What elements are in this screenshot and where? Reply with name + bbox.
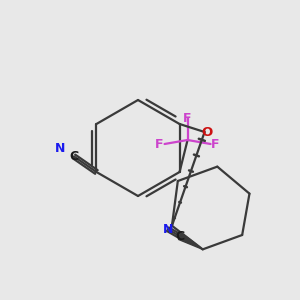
Text: O: O bbox=[201, 125, 212, 139]
Text: N: N bbox=[55, 142, 65, 155]
Text: F: F bbox=[183, 112, 192, 124]
Text: F: F bbox=[211, 137, 220, 151]
Text: N: N bbox=[163, 223, 173, 236]
Text: F: F bbox=[155, 137, 164, 151]
Polygon shape bbox=[178, 233, 203, 249]
Text: C: C bbox=[69, 150, 79, 163]
Text: C: C bbox=[176, 230, 185, 243]
